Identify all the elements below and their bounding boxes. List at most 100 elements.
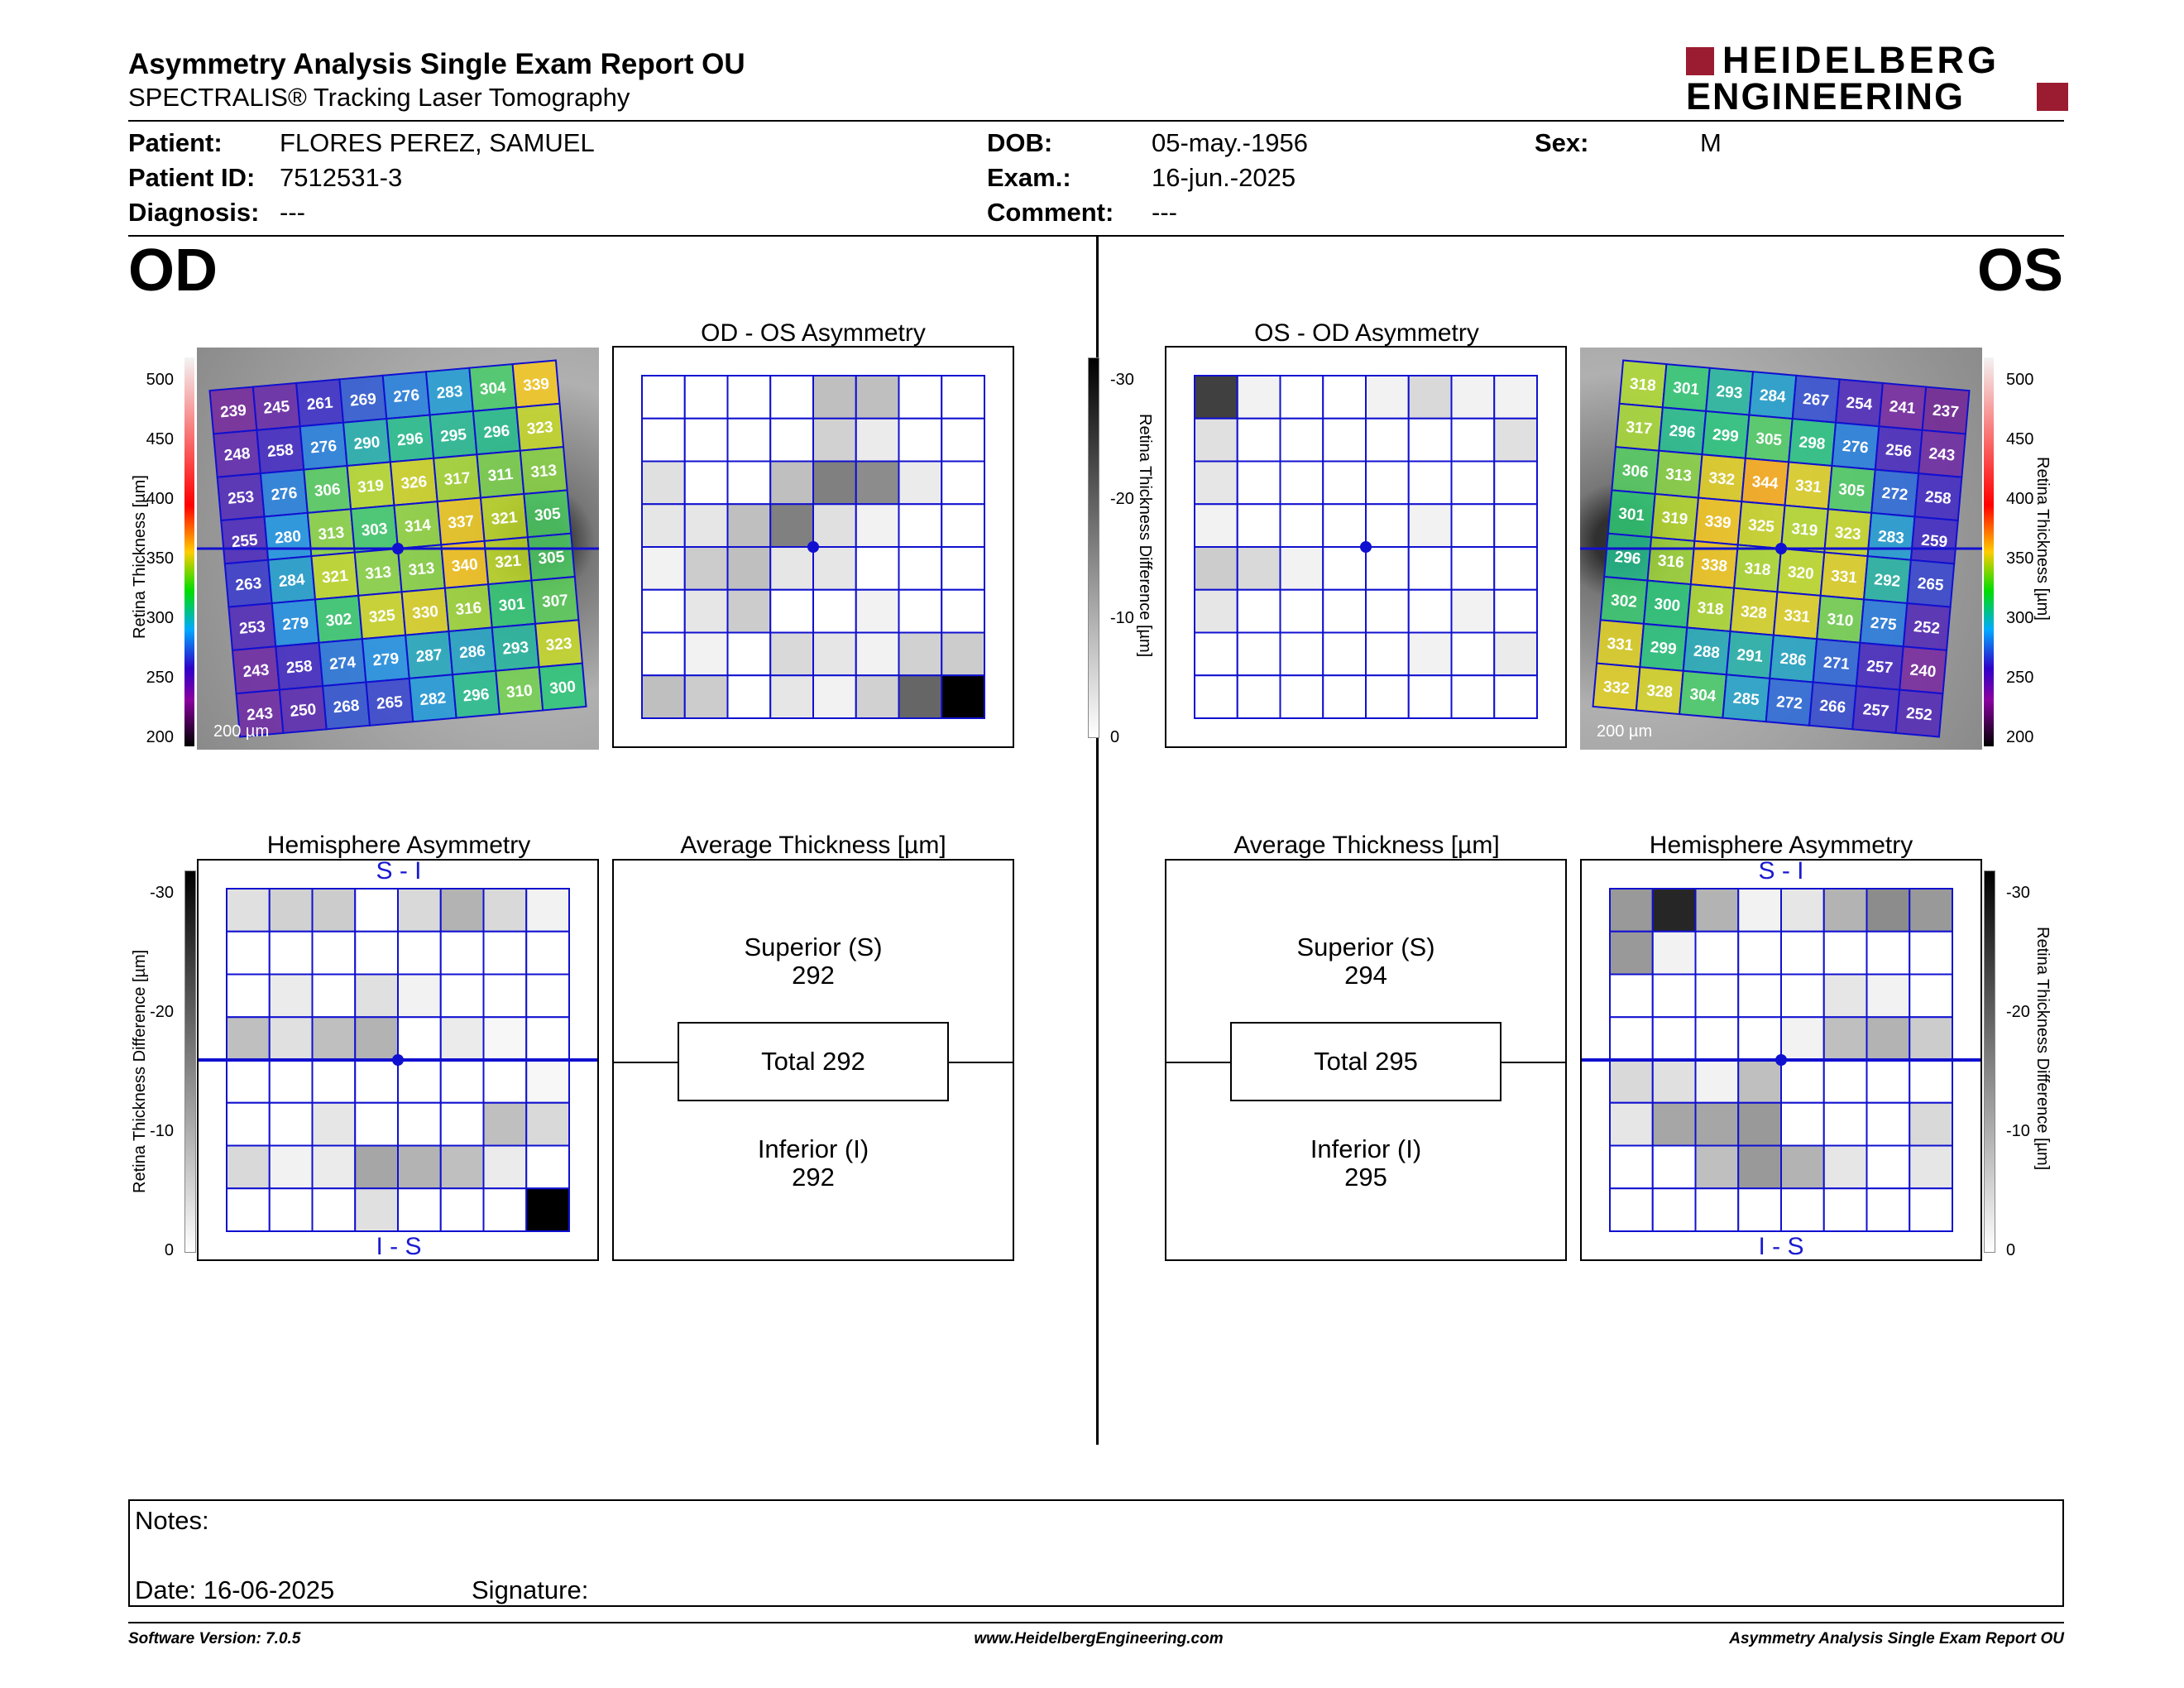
- os-hemi-cell: [1737, 1144, 1782, 1190]
- od-thickness-cell-value: 253: [238, 618, 266, 638]
- od-hemi-cell: [311, 973, 357, 1019]
- od-inferior-label: Inferior (I): [757, 1134, 869, 1163]
- os-hemi-cell: [1822, 973, 1868, 1019]
- patient-name: FLORES PEREZ, SAMUEL: [280, 128, 595, 157]
- od-hemi-cell: [525, 930, 570, 976]
- od-thickness-cell-value: 295: [439, 426, 467, 446]
- od-asym-cell: [941, 631, 985, 677]
- od-thickness-cell-value: 239: [219, 402, 247, 422]
- os-hemi-cell: [1651, 888, 1697, 933]
- os-thickness-cell-value: 339: [1704, 513, 1731, 533]
- center-divider: [1096, 237, 1099, 1445]
- os-hemi-cell: [1694, 1059, 1740, 1104]
- od-hemi-cell: [268, 1101, 314, 1147]
- od-asym-cell: [641, 588, 686, 634]
- os-thickness-cell-value: 256: [1885, 441, 1912, 461]
- os-asym-cell: [1194, 674, 1238, 719]
- od-hemi-title: Hemisphere Asymmetry: [266, 832, 531, 859]
- od-hemi-cell: [525, 888, 570, 933]
- os-asym-cell: [1236, 631, 1281, 677]
- od-thickness-cell: [538, 662, 587, 712]
- od-hemi-fovea-marker: [392, 1054, 404, 1066]
- os-hemi-cell: [1737, 973, 1782, 1019]
- od-thickness-cell-value: 283: [436, 383, 463, 403]
- od-asym-fovea-marker: [807, 541, 819, 553]
- os-hemi-cell: [1737, 1059, 1782, 1104]
- os-avg-title: Average Thickness [µm]: [1233, 832, 1500, 859]
- header-divider: [128, 120, 2064, 122]
- od-thickness-cell-value: 280: [274, 528, 301, 548]
- os-hemi-cell: [1651, 1016, 1697, 1061]
- od-thickness-cell-value: 290: [353, 434, 381, 453]
- od-thickness-cell-value: 321: [491, 509, 519, 529]
- os-thickness-cell-value: 266: [1819, 698, 1846, 717]
- os-hemi-cell: [1866, 888, 1911, 933]
- od-asym-cell: [855, 460, 900, 506]
- od-hemi-cell: [525, 1016, 570, 1061]
- os-thickness-cell-value: 298: [1798, 434, 1826, 453]
- os-thickness-cell-value: 328: [1740, 603, 1767, 623]
- od-asym-cell: [683, 460, 729, 506]
- od-hemi-cell: [311, 930, 357, 976]
- os-asym-cell: [1236, 546, 1281, 591]
- os-asym-cell: [1365, 417, 1410, 463]
- center-diff-colorbar: [1088, 357, 1099, 738]
- od-hemi-axis-label: Retina Thickness Difference [µm]: [131, 949, 149, 1193]
- od-asym-cell: [726, 417, 772, 463]
- od-thickness-cell-value: 340: [451, 556, 478, 576]
- od-thickness-cell-value: 279: [282, 615, 309, 635]
- os-thickness-cell-value: 296: [1669, 422, 1696, 442]
- comment-label: Comment:: [987, 198, 1114, 227]
- footer-website-link[interactable]: www.HeidelbergEngineering.com: [974, 1630, 1224, 1647]
- od-thickness-cell-value: 265: [376, 693, 404, 713]
- od-hemi-cell: [439, 888, 485, 933]
- os-hemi-cell: [1909, 973, 1953, 1019]
- os-asym-cell: [1236, 375, 1281, 420]
- od-hemi-cell: [354, 1059, 399, 1104]
- os-asym-grid: [1194, 375, 1538, 719]
- od-asym-cell: [855, 546, 900, 591]
- od-asym-cell: [726, 546, 772, 591]
- od-asym-cell: [769, 631, 814, 677]
- od-asym-cell: [855, 375, 900, 420]
- os-asym-cell: [1322, 546, 1367, 591]
- os-thickness-tick: 300: [2006, 609, 2034, 627]
- od-hemi-cell: [439, 1187, 485, 1232]
- os-thickness-cell-value: 237: [1932, 402, 1959, 422]
- os-hemi-cell: [1694, 1101, 1740, 1147]
- os-asym-cell: [1279, 503, 1324, 548]
- od-hemi-cell: [482, 1187, 528, 1232]
- od-thickness-cell-value: 269: [349, 391, 376, 410]
- os-hemi-tick: -20: [2006, 1003, 2030, 1021]
- od-hemi-cell: [397, 1059, 442, 1104]
- notes-box[interactable]: [128, 1499, 2064, 1607]
- os-asym-cell: [1365, 631, 1410, 677]
- od-fundus-image: 239 245 261 269 276 283 304 339 248 258 276 290 296 2…: [197, 348, 599, 750]
- os-hemi-tick: 0: [2006, 1241, 2016, 1259]
- os-superior-label: Superior (S): [1296, 933, 1435, 961]
- od-asym-cell: [941, 674, 985, 719]
- os-thickness-map: 318 301 293 284 267 254 241 237 317 296 299 305 298 2…: [1580, 359, 1982, 741]
- sex-label: Sex:: [1535, 128, 1589, 157]
- od-asym-cell: [769, 375, 814, 420]
- od-thickness-cell-value: 296: [396, 430, 424, 450]
- od-asym-cell: [683, 631, 729, 677]
- os-thickness-cell-value: 272: [1775, 693, 1803, 713]
- od-thickness-tick: 500: [146, 371, 174, 389]
- os-asym-cell: [1236, 674, 1281, 719]
- os-asym-cell: [1279, 375, 1324, 420]
- od-thickness-cell-value: 300: [548, 679, 576, 698]
- os-thickness-cell-value: 344: [1751, 473, 1779, 493]
- od-hemi-bottom-label: I - S: [376, 1233, 422, 1260]
- od-thickness-cell-value: 323: [545, 635, 572, 655]
- os-thickness-cell-value: 302: [1610, 592, 1637, 611]
- os-asym-cell: [1450, 460, 1496, 506]
- od-asym-cell: [769, 588, 814, 634]
- os-thickness-cell-value: 301: [1672, 379, 1700, 399]
- patient-id-label: Patient ID:: [128, 163, 256, 192]
- os-hemi-cell: [1822, 1059, 1868, 1104]
- os-asym-cell: [1236, 503, 1281, 548]
- center-diff-axis-label: Retina Thickness Difference [µm]: [1136, 414, 1154, 658]
- od-thickness-cell-value: 310: [505, 682, 533, 702]
- od-hemi-cell: [482, 973, 528, 1019]
